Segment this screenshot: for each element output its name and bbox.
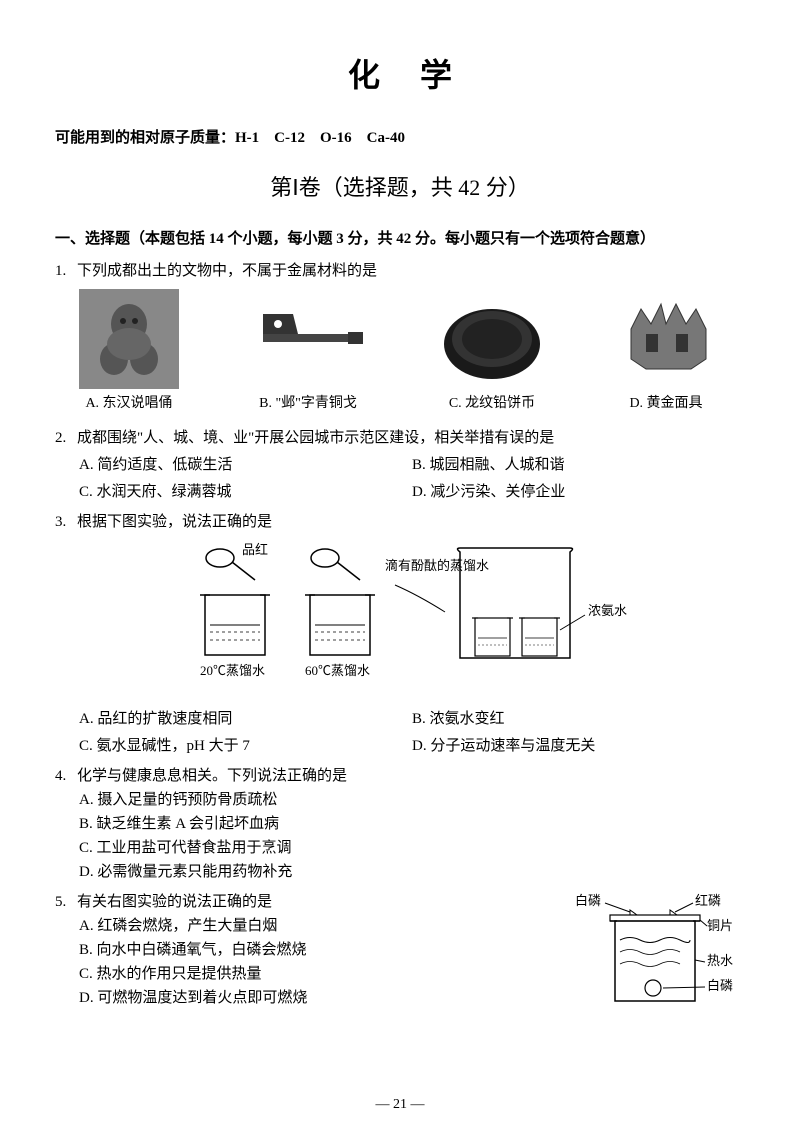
q3-label-20: 20℃蒸馏水 [200,663,265,678]
q5-label-reshui: 热水 [707,953,733,968]
atomic-mass-info: 可能用到的相对原子质量：H-1 C-12 O-16 Ca-40 [55,126,745,150]
q1-opt-a: A. 东汉说唱俑 [79,393,179,415]
section-header: 一、选择题（本题包括 14 个小题，每小题 3 分，共 42 分。每小题只有一个… [55,227,745,251]
q3-label-ammonia: 浓氨水 [588,603,627,618]
q1-img-d: D. 黄金面具 [611,289,721,415]
q1-text: 下列成都出土的文物中，不属于金属材料的是 [77,259,377,283]
bronze-weapon-icon [243,289,373,389]
gold-mask-icon [611,289,721,389]
q1-img-c: C. 龙纹铅饼币 [437,289,547,415]
q3-opt-c: C. 氨水显碱性，pH 大于 7 [79,734,412,758]
q2-text: 成都围绕"人、城、境、业"开展公园城市示范区建设，相关举措有误的是 [77,426,554,450]
q4-text: 化学与健康息息相关。下列说法正确的是 [77,764,347,788]
question-4: 4. 化学与健康息息相关。下列说法正确的是 A. 摄入足量的钙预防骨质疏松 B.… [55,764,745,884]
q5-label-honglin: 红磷 [695,893,721,908]
q1-num: 1. [55,259,77,283]
q3-text: 根据下图实验，说法正确的是 [77,510,272,534]
q5-opt-c: C. 热水的作用只是提供热量 [79,962,550,986]
q1-opt-d: D. 黄金面具 [611,393,721,415]
q1-img-a: A. 东汉说唱俑 [79,289,179,415]
part-header: 第Ⅰ卷（选择题，共 42 分） [55,170,745,205]
page-title: 化学 [55,50,745,101]
figurine-icon [79,289,179,389]
q2-opt-d: D. 减少污染、关停企业 [412,480,745,504]
q4-opt-a: A. 摄入足量的钙预防骨质疏松 [79,788,745,812]
q4-opt-d: D. 必需微量元素只能用药物补充 [79,860,745,884]
q5-text: 有关右图实验的说法正确的是 [77,890,272,914]
q2-num: 2. [55,426,77,450]
question-1: 1. 下列成都出土的文物中，不属于金属材料的是 A. 东汉说唱俑 B. [55,259,745,419]
q1-opt-c: C. 龙纹铅饼币 [437,393,547,415]
q4-opt-c: C. 工业用盐可代替食盐用于烹调 [79,836,745,860]
q3-num: 3. [55,510,77,534]
q3-label-phenol: 滴有酚酞的蒸馏水 [385,558,489,573]
page-number: — 21 — [0,1094,800,1116]
q5-label-tongpian: 铜片 [707,918,733,933]
question-5: 5. 有关右图实验的说法正确的是 A. 红磷会燃烧，产生大量白烟 B. 向水中白… [55,890,745,1028]
q4-opt-b: B. 缺乏维生素 A 会引起坏血病 [79,812,745,836]
q5-label-bailin2: 白磷 [707,978,733,993]
q5-opt-b: B. 向水中白磷通氧气，白磷会燃烧 [79,938,550,962]
q5-diagram: 白磷 红磷 铜片 热水 [565,890,745,1028]
q1-opt-b: B. "邺"字青铜戈 [243,393,373,415]
q3-diagram: 品红 20℃蒸馏水 60℃蒸馏水 滴有酚酞的蒸馏水 [55,534,745,704]
question-2: 2. 成都围绕"人、城、境、业"开展公园城市示范区建设，相关举措有误的是 A. … [55,426,745,504]
q3-label-60: 60℃蒸馏水 [305,663,370,678]
q4-num: 4. [55,764,77,788]
question-3: 3. 根据下图实验，说法正确的是 品红 20℃蒸馏水 [55,510,745,758]
q5-opt-a: A. 红磷会燃烧，产生大量白烟 [79,914,550,938]
lead-coin-icon [437,289,547,389]
q1-img-b: B. "邺"字青铜戈 [243,289,373,415]
q5-label-bailin1: 白磷 [575,893,601,908]
q3-opt-a: A. 品红的扩散速度相同 [79,707,412,731]
q5-opt-d: D. 可燃物温度达到着火点即可燃烧 [79,986,550,1010]
q2-opt-b: B. 城园相融、人城和谐 [412,453,745,477]
q3-opt-d: D. 分子运动速率与温度无关 [412,734,745,758]
q2-opt-c: C. 水润天府、绿满蓉城 [79,480,412,504]
q5-num: 5. [55,890,77,914]
q2-opt-a: A. 简约适度、低碳生活 [79,453,412,477]
q3-opt-b: B. 浓氨水变红 [412,707,745,731]
q3-label-pinhong: 品红 [242,542,268,557]
